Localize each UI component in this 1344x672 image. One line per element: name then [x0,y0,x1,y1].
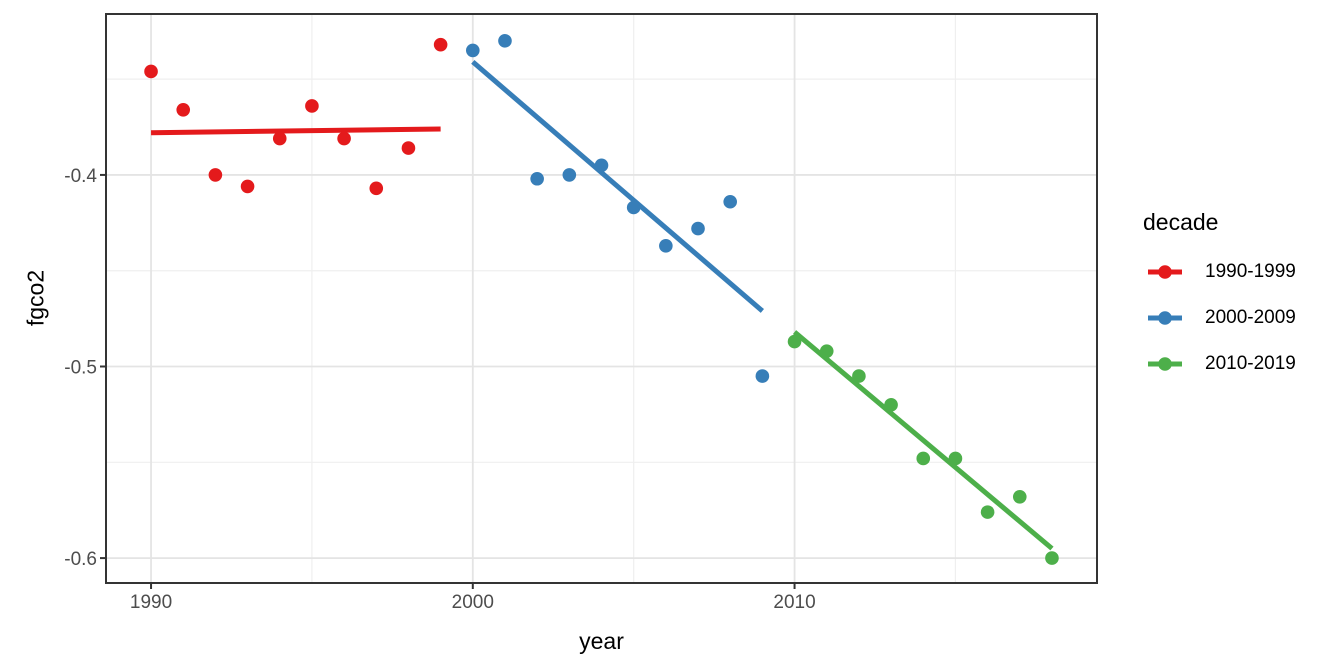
y-tick-label: -0.6 [64,549,97,570]
x-tick-label: 1990 [130,592,172,613]
data-point-2000-2009 [594,158,609,173]
data-point-1990-1999 [433,37,448,52]
data-point-2010-2019 [1012,489,1027,504]
data-point-2000-2009 [659,239,673,253]
y-axis-title: fgco2 [22,269,49,327]
data-point-2000-2009 [498,34,512,48]
data-point-1990-1999 [240,179,255,194]
data-point-2010-2019 [980,505,995,519]
data-point-2000-2009 [562,168,577,182]
data-point-1990-1999 [176,102,191,117]
data-point-2010-2019 [884,398,898,412]
x-axis-title: year [579,628,624,654]
panel-background [106,14,1097,583]
legend-label: 2000-2009 [1205,306,1296,328]
legend-key-dot [1158,356,1172,371]
data-point-1990-1999 [208,168,223,182]
data-point-1990-1999 [144,64,158,79]
data-point-2010-2019 [948,451,963,466]
trend-line-2010-2019 [792,330,1054,551]
data-point-2010-2019 [787,334,802,349]
legend-entry: 2010-2019 [1143,350,1296,377]
data-point-1990-1999 [369,181,384,196]
legend: decade 1990-1999 2000-2009 2010-2019 [1143,208,1296,396]
legend-label: 2010-2019 [1205,352,1296,374]
legend-key-icon [1148,310,1182,325]
data-point-2000-2009 [691,221,705,236]
legend-title: decade [1143,209,1219,235]
trend-line-1990-1999 [151,126,441,136]
data-point-2010-2019 [819,344,834,358]
legend-entry: 1990-1999 [1143,258,1296,285]
data-point-2000-2009 [530,171,544,186]
legend-key-dot [1158,310,1172,325]
data-point-1990-1999 [305,99,319,113]
legend-entry: 2000-2009 [1143,304,1296,331]
data-point-2000-2009 [755,369,770,383]
legend-key-icon [1148,356,1182,371]
x-tick-label: 2000 [452,592,494,613]
legend-key-icon [1148,264,1182,279]
y-tick-label: -0.4 [64,166,97,187]
data-point-2000-2009 [626,200,641,215]
data-point-2000-2009 [465,43,480,58]
legend-label: 1990-1999 [1205,260,1296,282]
trend-line-2000-2009 [471,60,765,313]
data-point-1990-1999 [401,141,416,155]
y-tick-label: -0.5 [64,358,97,379]
data-point-2000-2009 [723,194,738,209]
data-point-1990-1999 [272,131,287,146]
data-point-1990-1999 [337,131,351,146]
panel-border [105,13,1098,584]
data-point-2010-2019 [1045,551,1059,565]
data-point-2010-2019 [852,369,866,383]
data-point-2010-2019 [916,451,931,466]
legend-key-dot [1158,264,1172,279]
x-tick-label: 2010 [773,592,815,613]
